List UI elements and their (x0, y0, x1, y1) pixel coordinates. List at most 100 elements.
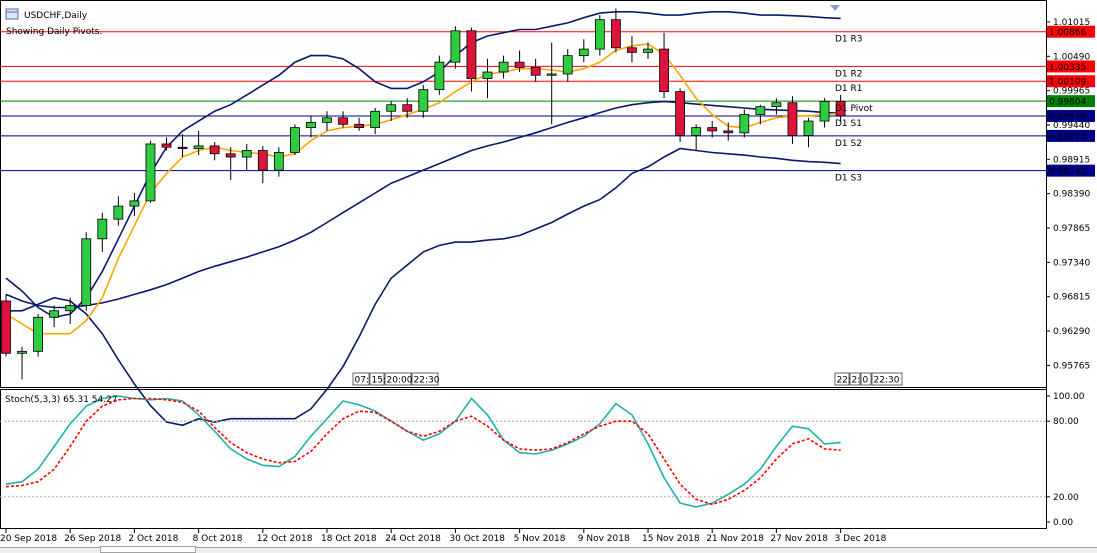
candle-body-16 (257, 150, 268, 171)
candle-body-43 (691, 127, 702, 136)
symbol-title: USDCHF,Daily (24, 11, 88, 21)
session-right-box-0 (834, 372, 850, 386)
price-tick-label-2: 0.99965 (1053, 87, 1090, 97)
price-tag-bg-4 (1047, 109, 1095, 122)
stoch-title: Stoch(5,3,3) 65.31 54.27 (5, 395, 118, 405)
chart-tab-active[interactable] (100, 546, 196, 553)
chart-header: USDCHF,Daily Showing Daily Pivots. (5, 8, 102, 37)
candle-body-2 (33, 316, 43, 352)
session-left-box-3 (411, 372, 439, 386)
price-tag-2: 1.00109 (1049, 78, 1086, 88)
session-left-box-2 (384, 372, 412, 386)
candle-body-52 (835, 101, 846, 117)
candle-body-42 (675, 91, 685, 136)
stoch-pane-frame (0, 389, 1047, 529)
candle-body-22 (354, 123, 365, 129)
price-tick-label-4: 0.98915 (1053, 155, 1090, 165)
price-tick-label-3: 0.99440 (1053, 121, 1090, 131)
stoch-signal-line (5, 397, 841, 506)
candle-body-38 (611, 19, 621, 49)
price-tags: 1.00866 1.00335 1.00109 0.99804 0.99578 0.992… (1047, 25, 1095, 177)
candle-body-49 (787, 102, 798, 136)
pivot-label-0: D1 R3 (835, 35, 863, 45)
session-right-box-2 (860, 372, 872, 386)
price-tag-bg-0 (1047, 25, 1095, 38)
candles (1, 8, 846, 380)
candle-body-17 (273, 152, 284, 171)
price-tick-label-5: 0.98390 (1053, 190, 1090, 200)
stoch-tick-label-1: 80.00 (1053, 417, 1079, 427)
candle-body-6 (97, 218, 108, 240)
price-tag-6: 0.98742 (1049, 167, 1086, 177)
candle-body-30 (482, 71, 493, 79)
price-tag-0: 1.00866 (1049, 28, 1086, 38)
candle-body-9 (145, 143, 156, 202)
time-tick-label-8: 5 Nov 2018 (514, 534, 566, 544)
session-right-label-2: 0 (863, 376, 869, 386)
stoch-lines (5, 395, 841, 508)
candle-body-28 (450, 30, 461, 63)
candle-body-0 (1, 300, 11, 354)
time-tick-label-11: 21 Nov 2018 (706, 534, 764, 544)
candle-body-26 (418, 89, 429, 112)
candle-body-21 (338, 117, 348, 125)
candle-body-27 (434, 61, 445, 91)
pivot-label-3: D1 Pivot (835, 104, 873, 114)
chart-tab-bar[interactable] (0, 547, 1097, 553)
time-tick-label-12: 27 Nov 2018 (770, 534, 828, 544)
session-right-box-3 (871, 372, 903, 386)
price-tick-label-0: 1.01015 (1053, 18, 1090, 28)
pivot-label-6: D1 S3 (835, 174, 862, 184)
session-right-label-1: 2: (852, 376, 861, 386)
candle-body-39 (627, 47, 637, 53)
session-right-box-1 (849, 372, 861, 386)
session-left-label-2: 20:00 (387, 376, 413, 386)
price-tag-3: 0.99804 (1049, 98, 1086, 108)
time-tick-label-3: 8 Oct 2018 (193, 534, 243, 544)
candle-body-41 (659, 48, 669, 93)
pivot-label-5: D1 S2 (835, 139, 862, 149)
stoch-tick-label-0: 100.00 (1053, 392, 1085, 402)
price-tag-bg-3 (1047, 95, 1095, 108)
candle-body-50 (803, 120, 814, 136)
candle-body-46 (739, 114, 750, 134)
main-pane-frame (0, 0, 1047, 388)
candle-body-37 (594, 19, 605, 50)
price-tick-label-1: 1.00490 (1053, 52, 1090, 62)
candle-body-14 (225, 153, 236, 158)
stoch-tick-label-3: 0.00 (1053, 518, 1073, 528)
session-left-box-1 (369, 372, 385, 386)
candle-body-34 (546, 73, 557, 76)
candle-body-47 (755, 106, 766, 115)
bb-upper (5, 11, 841, 319)
session-left-label-3: 22:30 (414, 376, 440, 386)
stoch-tick-label-2: 20.00 (1053, 493, 1079, 503)
candle-body-44 (707, 127, 718, 132)
chart-shift-marker[interactable] (830, 5, 840, 11)
price-tag-5: 0.99273 (1049, 132, 1086, 142)
candle-body-1 (17, 350, 27, 354)
time-tick-label-7: 30 Oct 2018 (449, 534, 505, 544)
stoch-main-line (5, 395, 841, 508)
candle-body-19 (306, 121, 316, 129)
chart-window-icon[interactable] (5, 8, 19, 20)
candle-body-48 (771, 102, 782, 108)
time-tick-label-10: 15 Nov 2018 (642, 534, 700, 544)
candle-body-10 (161, 143, 172, 148)
candle-body-32 (514, 61, 525, 68)
candle-body-45 (723, 130, 734, 134)
pivot-labels: D1 R3 D1 R2 D1 R1 D1 Pivot D1 S1 D1 S2 D1 S3 (835, 35, 873, 184)
session-right-label-0: 22:0 (837, 376, 857, 386)
candle-body-11 (177, 146, 188, 149)
price-axis: 1.01015 1.00490 0.99965 0.99440 0.98915 0.983… (1046, 18, 1090, 371)
candle-body-13 (209, 145, 220, 155)
candle-body-24 (386, 104, 397, 112)
pivot-indicator-note: Showing Daily Pivots. (6, 27, 102, 37)
pivot-label-1: D1 R2 (835, 69, 863, 79)
candle-body-20 (322, 117, 332, 123)
session-left-label-0: 07: (355, 376, 369, 386)
time-tick-label-4: 12 Oct 2018 (257, 534, 313, 544)
time-tick-label-0: 20 Sep 2018 (0, 534, 57, 544)
candle-body-35 (562, 55, 573, 75)
candle-body-25 (402, 104, 413, 112)
